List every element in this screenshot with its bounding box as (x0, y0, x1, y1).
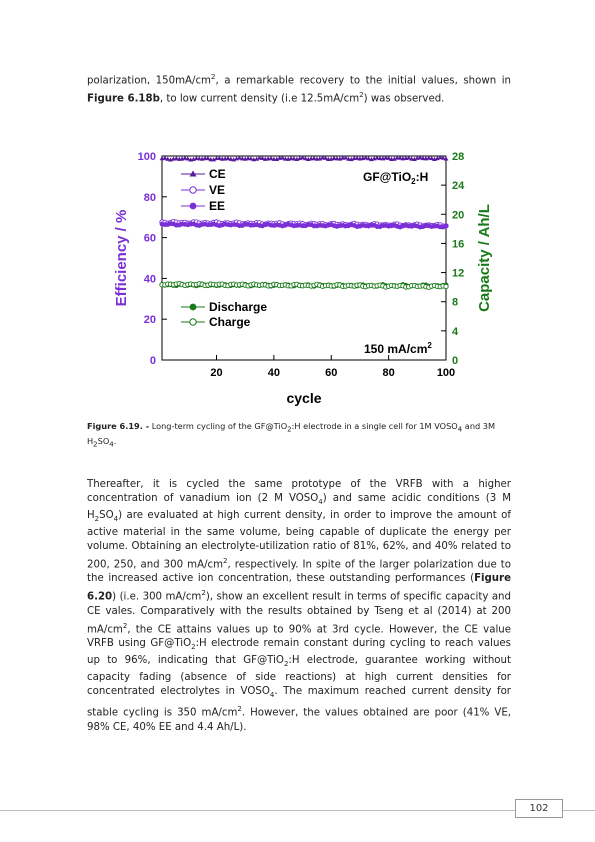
series-ce-point (412, 156, 417, 161)
series-ce-point (443, 156, 449, 161)
series-ce-point (417, 155, 423, 160)
series-ce-point (334, 156, 340, 161)
series-ce-point (280, 155, 285, 160)
series-ce-point (248, 156, 254, 161)
right-tick-label: 12 (452, 268, 464, 280)
figure-caption: Figure 6.19. - Long-term cycling of the … (87, 421, 496, 449)
series-ce-point (320, 155, 326, 160)
plot-frame (161, 155, 447, 361)
series-ce-point (182, 155, 188, 160)
series-ce-point (323, 155, 328, 160)
paragraph-main: Thereafter, it is cycled the same protot… (87, 479, 512, 733)
legend-filled-marker (189, 303, 197, 311)
series-ce-point (288, 155, 294, 161)
series-ce-point (291, 156, 297, 161)
series-ce-point (366, 156, 371, 161)
series-ce-point (260, 155, 265, 160)
series-ce-point (254, 156, 260, 161)
x-axis-label: cycle (286, 390, 321, 406)
series-ce-point (426, 155, 432, 160)
series-ce-point (268, 155, 274, 161)
paragraph-intro: polarization, 150mA/cm2, a remarkable re… (87, 73, 511, 105)
right-tick-label: 0 (452, 355, 458, 367)
series-ce-point (374, 155, 380, 160)
series-ce-point (211, 157, 217, 162)
right-axis-label: Capacity / Ah/L (476, 204, 493, 312)
legend-filled-marker (189, 202, 197, 210)
series-ce-point (363, 155, 369, 160)
series-ce-point (386, 155, 392, 160)
series-ce-point (205, 155, 211, 161)
series-ce-point (397, 155, 403, 160)
series-ce-point (383, 155, 389, 160)
x-tick-label: 20 (210, 367, 222, 379)
right-tick-label: 4 (452, 326, 459, 338)
x-tick-label: 100 (437, 367, 455, 379)
right-tick-label: 28 (452, 151, 464, 163)
series-ce-point (331, 155, 337, 160)
series-ce-point (196, 156, 202, 161)
series-ce-point (437, 154, 443, 160)
right-tick-label: 8 (452, 297, 458, 309)
series-ce-point (194, 155, 199, 161)
legend-label: Discharge (209, 300, 267, 314)
x-tick-label: 80 (383, 367, 395, 379)
right-tick-label: 20 (452, 209, 464, 221)
series-ce-point (162, 155, 168, 160)
legend-open-marker (189, 318, 197, 326)
series-ce-point (429, 155, 435, 161)
left-tick-label: 0 (150, 355, 156, 367)
legend-label: CE (209, 167, 226, 181)
series-ce-point (440, 155, 446, 160)
legend-label: EE (209, 199, 225, 213)
series-ce-point (311, 155, 317, 161)
series-ce-point (303, 156, 308, 161)
series-ce-point (300, 155, 305, 160)
series-ce-point (228, 156, 234, 161)
series-ce-point (346, 156, 351, 161)
legend-open-marker (189, 186, 197, 194)
series-charge-point (443, 283, 449, 290)
series-ce-point (225, 155, 231, 161)
left-axis-label: Efficiency / % (113, 210, 130, 307)
series-ce-point (343, 155, 348, 160)
series-ce-point (173, 156, 179, 161)
series-ce-point (245, 155, 251, 161)
series-ee-point (443, 223, 449, 229)
x-tick-label: 40 (268, 367, 280, 379)
figure-6-19-chart: 0 20 40 60 80 100 0 4 8 12 16 20 24 28 20 40 60 80 100 cycl… (105, 145, 505, 410)
series-ce-point (237, 155, 242, 160)
left-tick-label: 60 (144, 233, 156, 245)
page-number: 102 (515, 799, 563, 818)
left-tick-label: 100 (138, 151, 156, 163)
series-ce-point (165, 156, 171, 161)
left-tick-label: 80 (144, 192, 156, 204)
series-ce-point (274, 156, 280, 162)
current-density-annotation: 150 mA/cm2 (364, 341, 432, 356)
series-ce-point (185, 156, 191, 161)
legend-triangle-marker (189, 170, 197, 177)
series-ce-point (406, 155, 412, 160)
series-ce-point (216, 155, 222, 160)
series-ce-point (354, 155, 360, 160)
series-ce-point (391, 156, 397, 161)
legend-label: VE (209, 183, 225, 197)
right-tick-label: 24 (452, 180, 465, 192)
series-ce-point (409, 156, 414, 161)
x-tick-label: 60 (325, 367, 337, 379)
left-tick-label: 20 (144, 314, 156, 326)
series-ce-point (257, 155, 262, 160)
footer-rule (0, 810, 595, 811)
series-ce-point (239, 156, 245, 161)
left-tick-label: 40 (144, 273, 156, 285)
right-tick-label: 16 (452, 238, 464, 250)
legend-label: Charge (209, 315, 251, 329)
material-annotation: GF@TiO2:H (363, 170, 428, 186)
